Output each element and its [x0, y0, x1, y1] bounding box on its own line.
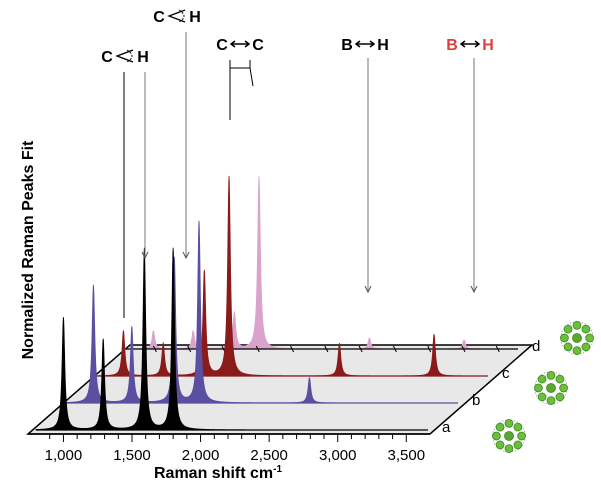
annotation-atom-2: H: [189, 9, 201, 26]
annotation-atom-1: B: [341, 37, 353, 54]
back-tick: [187, 345, 192, 353]
cluster-atom: [555, 392, 565, 402]
molecule-icons: [492, 321, 594, 453]
annotation-bracket: [229, 60, 251, 69]
back-tick: [324, 345, 329, 353]
annotation-arrowhead: [470, 285, 478, 294]
cluster-core: [546, 383, 556, 393]
molecule-d-icon: [560, 321, 594, 355]
cluster-atom: [492, 431, 501, 441]
back-tick: [255, 345, 260, 353]
molecule-a-icon: [492, 419, 526, 453]
cluster-atom: [534, 383, 543, 393]
annotation-arrowhead: [182, 251, 190, 260]
x-tick-label: 1,500: [113, 447, 151, 464]
stretch-arrowhead: [459, 40, 466, 48]
x-axis: 1,000 1,500 2,000 2,500 3,000 3,500: [28, 433, 430, 464]
cluster-atom: [581, 342, 591, 352]
cluster-core: [572, 333, 582, 343]
stretch-arrowhead: [244, 40, 251, 48]
bend-symbol: [167, 9, 186, 23]
annotation-arrowhead: [141, 251, 149, 260]
cluster-atom: [495, 440, 505, 450]
cluster-atom: [563, 342, 573, 352]
stretch-arrowhead: [474, 40, 481, 48]
cluster-atom: [504, 419, 514, 428]
x-tick-label: 2,000: [182, 447, 220, 464]
cluster-atom: [537, 392, 547, 402]
x-axis-label-text: Raman shift cm: [154, 465, 273, 482]
back-tick: [152, 345, 157, 353]
cluster-atom: [585, 333, 594, 343]
annotation-atom-2: H: [482, 37, 494, 54]
cluster-atom: [581, 324, 591, 334]
stretch-arrowhead: [229, 40, 236, 48]
cluster-atom: [572, 346, 582, 355]
x-axis-label-superscript: -1: [273, 464, 282, 475]
cluster-atom: [572, 321, 582, 330]
bend-symbol: [115, 49, 134, 63]
cluster-atom: [560, 333, 569, 343]
bend-arc: [178, 9, 185, 23]
back-tick: [461, 345, 466, 353]
x-tick-label: 1,000: [45, 447, 83, 464]
cluster-atom: [546, 371, 556, 380]
annotation-atom-2: H: [377, 37, 389, 54]
cluster-atom: [555, 374, 565, 384]
back-tick: [358, 345, 363, 353]
annotation-layer: C HC HC C B H B H: [101, 9, 494, 318]
cluster-atom: [546, 396, 556, 405]
annotation-atom-1: C: [153, 9, 165, 26]
annotation-atom-2: H: [137, 49, 149, 66]
cluster-atom: [513, 422, 523, 432]
cluster-atom: [495, 422, 505, 432]
annotation-atom-1: C: [101, 49, 113, 66]
cluster-atom: [513, 440, 523, 450]
cluster-core: [504, 431, 514, 441]
annotation-atom-1: B: [446, 37, 458, 54]
back-tick: [427, 345, 432, 353]
cluster-atom: [537, 374, 547, 384]
annotation-atom-2: C: [252, 37, 264, 54]
cluster-atom: [504, 444, 514, 453]
series-c-label: c: [502, 365, 510, 382]
series-a-label: a: [442, 419, 451, 436]
series-layer: d c b a: [35, 175, 540, 436]
series-d-area: [125, 176, 511, 350]
back-tick: [392, 345, 397, 353]
x-tick-label: 3,000: [319, 447, 357, 464]
cluster-atom: [563, 324, 573, 334]
cluster-atom: [559, 383, 568, 393]
x-tick-label: 2,500: [250, 447, 288, 464]
molecule-b-icon: [534, 371, 568, 405]
back-tick: [290, 345, 295, 353]
stretch-arrowhead: [369, 40, 376, 48]
back-tick: [495, 345, 500, 353]
x-tick-label: 3,500: [388, 447, 426, 464]
bend-arc: [126, 49, 133, 63]
annotation-arrowhead: [364, 285, 372, 294]
x-axis-label: Raman shift cm-1: [154, 464, 282, 482]
series-b-label: b: [472, 392, 480, 409]
cluster-atom: [517, 431, 526, 441]
series-d-label: d: [532, 338, 540, 355]
annotation-atom-1: C: [216, 37, 228, 54]
stretch-arrowhead: [354, 40, 361, 48]
annotation-line: [249, 67, 254, 87]
y-axis-label: Normalized Raman Peaks Fit: [20, 140, 37, 359]
